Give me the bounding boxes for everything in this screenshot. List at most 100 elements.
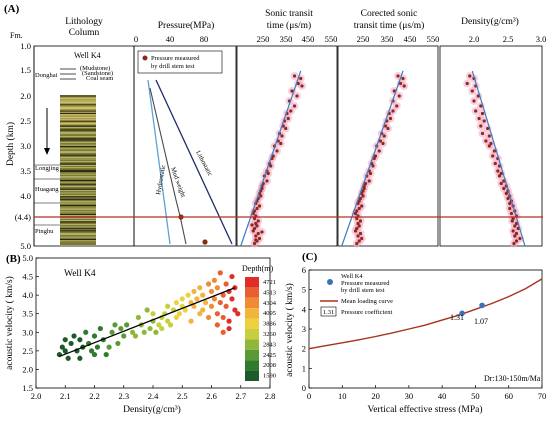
sonic-point: [260, 230, 264, 234]
scatter-point: [214, 311, 220, 317]
scatter-point: [211, 296, 218, 302]
scatter-point: [77, 337, 83, 343]
scatter-point: [88, 348, 95, 354]
corrected-sonic-point: [386, 126, 390, 131]
scatter-point: [220, 329, 226, 335]
panel-c: (C) acoustic velocity ( km/s) Vertical e…: [284, 251, 546, 415]
scatter-point: [129, 329, 136, 335]
depth-axis-label: Depth (km): [5, 122, 16, 166]
sonic-point: [284, 126, 288, 131]
scatter-point: [220, 292, 226, 298]
sonic-point: [252, 216, 257, 221]
dst-point: [479, 302, 485, 309]
corrected-sonic-point: [358, 219, 363, 223]
scatter-point: [112, 322, 118, 328]
density-point: [486, 126, 490, 131]
colorbar-swatch: [245, 339, 259, 350]
y-tick-label: 2.5: [22, 346, 33, 356]
colorbar-tick-label: 4095: [263, 310, 276, 317]
corrected-sonic-point: [368, 171, 373, 176]
y-tick-label: 1: [302, 363, 306, 373]
depth-colorbar: 4721 4513 4304 4095 3886 3260 2843 2425 2008 1590: [245, 277, 277, 381]
depth-tick: 2.0: [20, 91, 31, 101]
panel-b-xlabel: Density(g/cm³): [123, 404, 181, 415]
sonic-point: [254, 238, 258, 242]
panel-c-label: (C): [302, 251, 318, 263]
density-point: [492, 149, 496, 153]
y-tick-label: 2: [302, 344, 306, 354]
pressure-legend-text-1: Pressure measured: [151, 55, 200, 62]
density-point: [504, 191, 508, 196]
density-point: [499, 171, 503, 176]
colorbar-swatch: [245, 308, 259, 319]
sonic-tick: 450: [302, 34, 315, 44]
scatter-point: [68, 340, 74, 347]
scatter-point: [220, 314, 226, 321]
scatter-point: [200, 292, 206, 298]
density-point: [480, 131, 485, 136]
corrected-sonic-point: [353, 229, 358, 233]
y-tick-label: 3: [302, 324, 306, 334]
corrected-sonic-point: [392, 89, 396, 93]
density-point: [502, 179, 506, 183]
corrected-sonic-trend-line: [341, 70, 404, 247]
panel-b-points: [56, 270, 241, 361]
corrected-sonic-point: [357, 224, 361, 228]
mud-weight-line: [149, 87, 187, 245]
colorbar-tick-label: 1590: [263, 373, 276, 380]
depth-ticks: 1.0 1.5 2.0 2.5 3.0 3.5 4.0 (4.4) 5.0: [15, 41, 31, 251]
colorbar-swatch: [245, 318, 259, 329]
colorbar-tick-label: 2425: [263, 352, 276, 359]
density-point: [474, 109, 478, 113]
pressure-tick: 40: [166, 34, 175, 44]
depth-tick: 3.0: [20, 141, 31, 151]
scatter-point: [173, 299, 179, 306]
x-tick-label: 2.3: [118, 391, 129, 401]
sonic-plot: [240, 70, 306, 248]
sonic-point: [296, 81, 300, 86]
corrected-sonic-ticks: 250 350 450 550: [357, 34, 440, 44]
sonic-point: [252, 226, 257, 231]
corrected-sonic-point: [397, 94, 401, 98]
density-tick: 2.0: [469, 34, 480, 44]
depth-tick: 1.0: [20, 41, 31, 51]
denudation-rate-annotation: Dr:130-150m/Ma: [484, 374, 541, 383]
scatter-point: [153, 329, 159, 335]
density-point: [499, 181, 503, 186]
pressure-tick: 80: [200, 34, 209, 44]
density-point: [511, 229, 515, 233]
depth-tick: 5.0: [20, 241, 31, 251]
density-tick: 3.0: [536, 34, 547, 44]
lith-legend-coal: Coal seam: [86, 75, 113, 82]
scatter-point: [191, 303, 197, 309]
scatter-point: [77, 355, 83, 361]
sonic-point: [292, 104, 297, 108]
density-point: [479, 124, 483, 128]
sonic-point: [289, 109, 293, 113]
scatter-point: [109, 329, 115, 335]
colorbar-swatch: [245, 360, 259, 371]
scatter-point: [97, 325, 103, 332]
x-tick-label: 2.6: [206, 391, 217, 401]
depth-tick: 2.5: [20, 116, 31, 126]
lithology-title-1: Lithology: [65, 17, 103, 27]
corrected-sonic-point: [363, 181, 368, 186]
density-point: [479, 104, 483, 108]
y-tick-label: 3.0: [22, 327, 33, 337]
density-point: [487, 134, 491, 138]
lithology-stripes: [60, 95, 96, 242]
pressure-title: Pressure(MPa): [158, 20, 214, 31]
colorbar-tick-label: 4513: [263, 289, 276, 296]
sonic-point: [257, 236, 262, 241]
dst-pressure-point: [202, 239, 208, 245]
scatter-point: [59, 344, 65, 350]
x-tick-label: 10: [338, 391, 347, 401]
density-point: [510, 219, 514, 223]
density-point: [513, 234, 517, 238]
scatter-point: [217, 299, 223, 306]
density-point: [489, 141, 493, 146]
legend-well: Well K4: [341, 273, 363, 280]
sonic-frame: [236, 45, 338, 247]
sonic-point: [275, 149, 279, 153]
